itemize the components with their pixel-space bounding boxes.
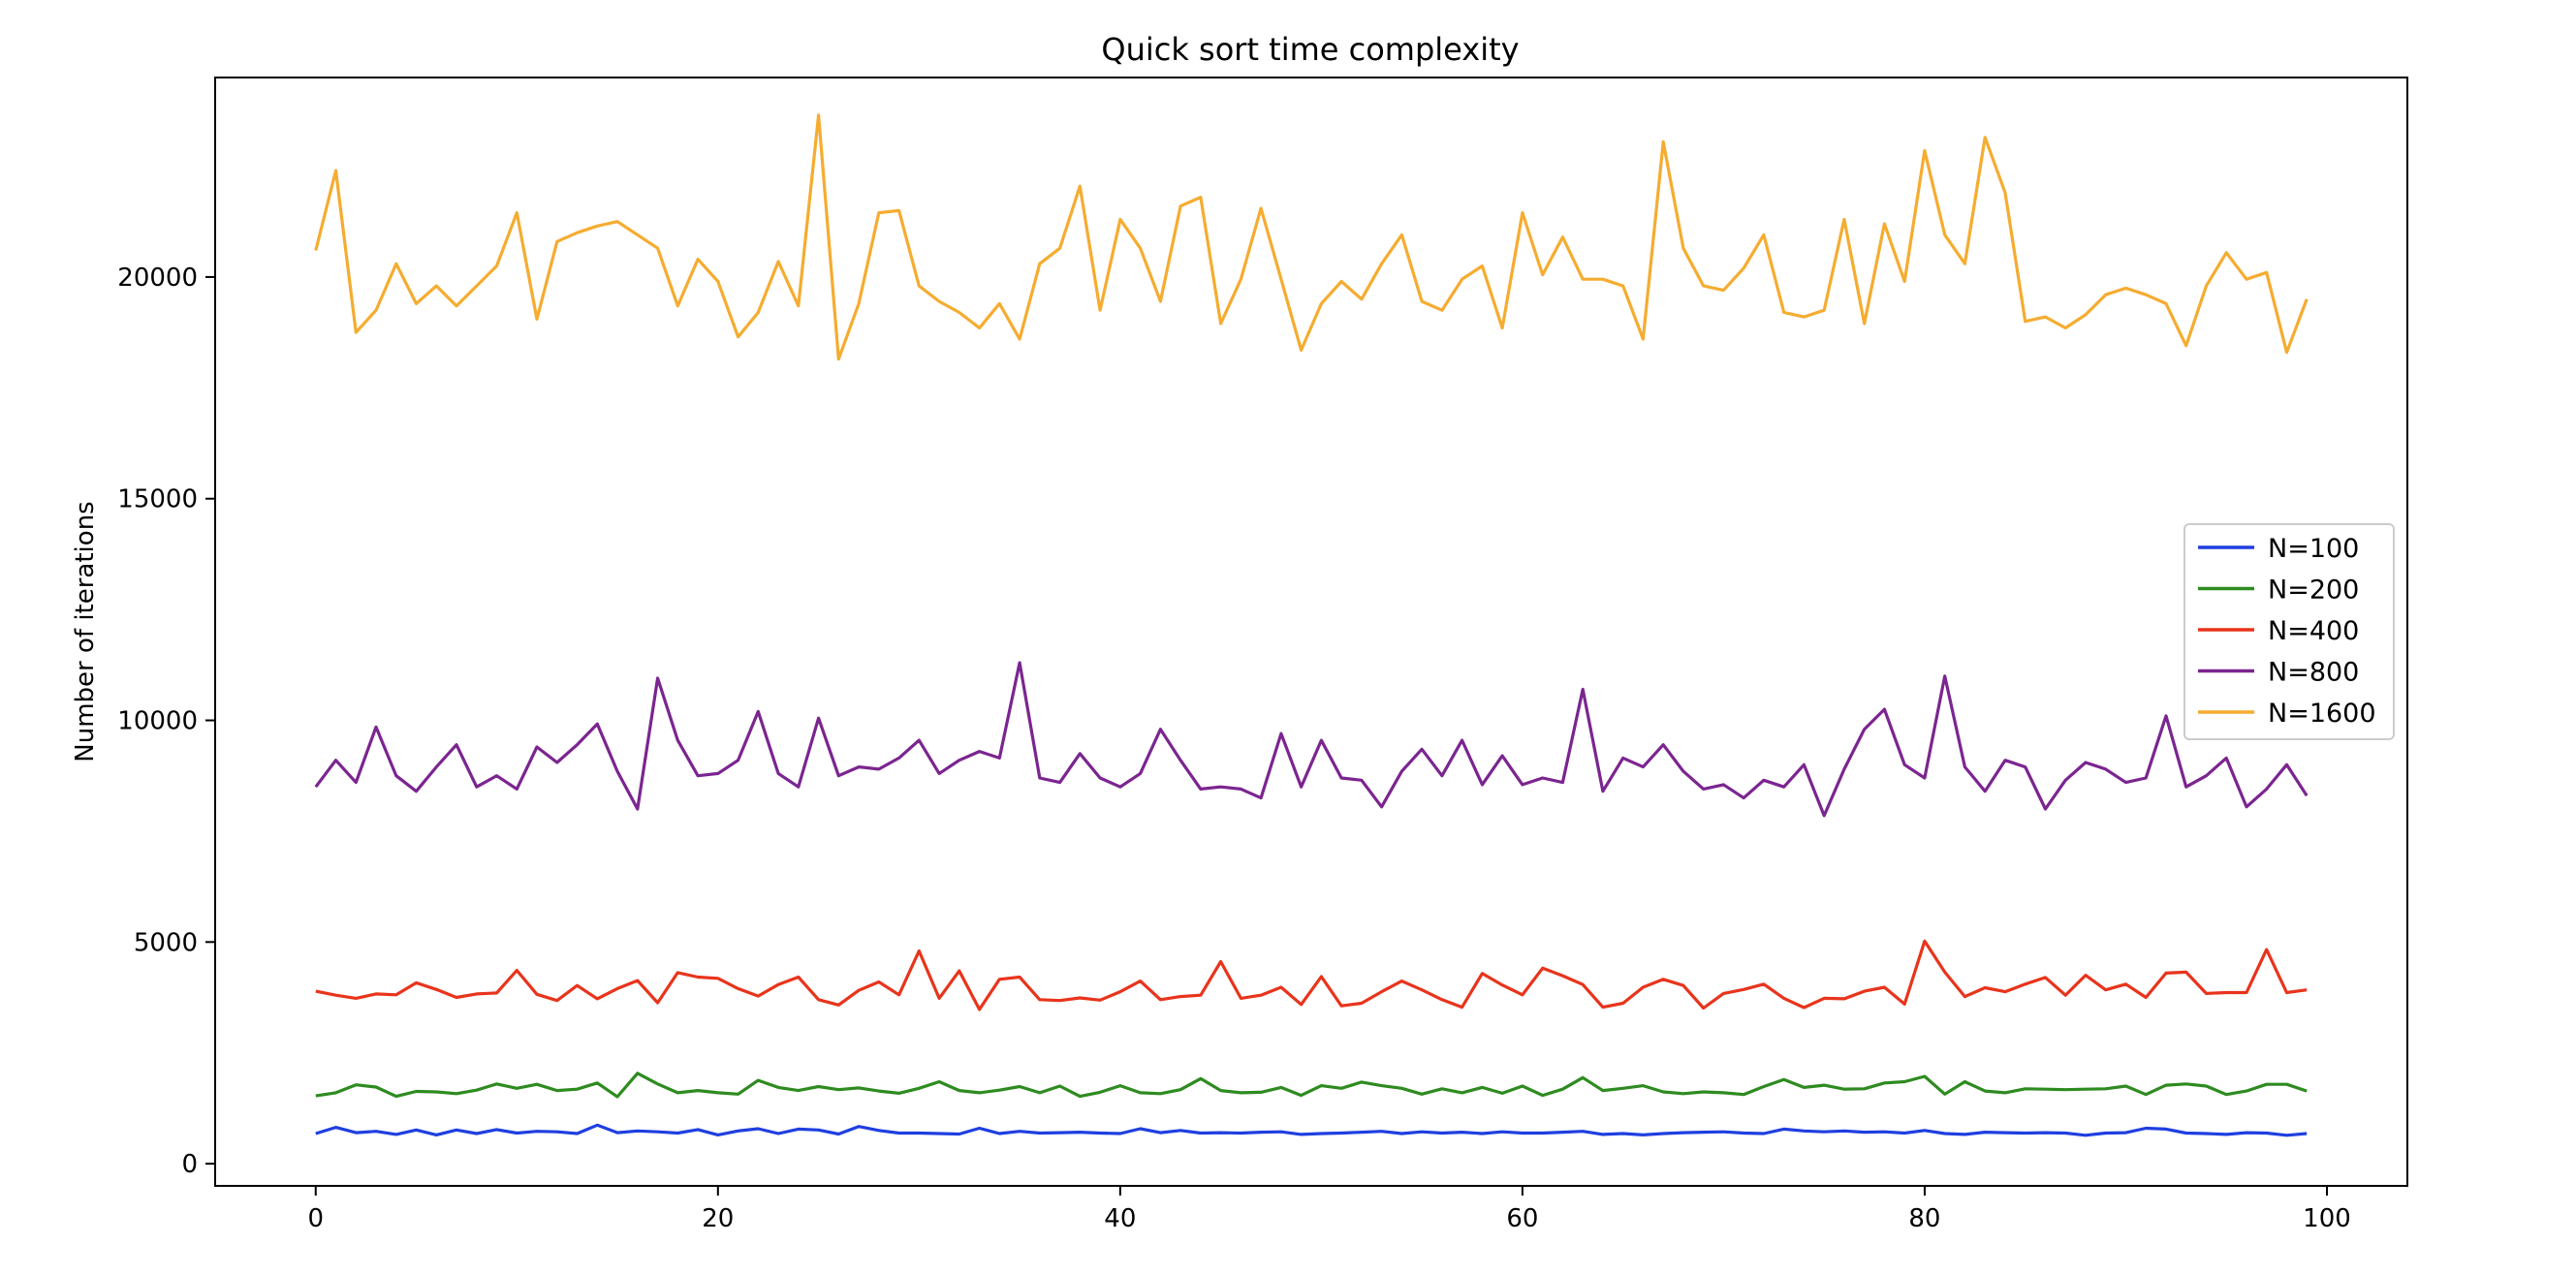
plot-lines: [314, 113, 2309, 1137]
y-tick-label-2: 10000: [117, 707, 198, 736]
x-tick-label-3: 60: [1506, 1204, 1538, 1233]
legend-label-4: N=1600: [2268, 699, 2376, 729]
legend-label-2: N=400: [2268, 616, 2359, 646]
y-tick-label-1: 5000: [134, 928, 198, 957]
legend-label-3: N=800: [2268, 658, 2359, 688]
legend-items: N=100 N=200 N=400 N=800 N=1600: [2198, 534, 2376, 729]
y-tick-label-3: 15000: [117, 485, 198, 514]
chart-title: Quick sort time complexity: [1101, 31, 1519, 68]
plot-frame: [214, 77, 2408, 1187]
y-axis-label: Number of iterations: [71, 501, 100, 762]
series-line-4: [314, 113, 2309, 361]
series-line-3: [314, 661, 2309, 818]
x-tick-label-2: 40: [1104, 1204, 1136, 1233]
x-tick-label-5: 100: [2303, 1204, 2351, 1233]
y-tick-label-0: 0: [181, 1150, 198, 1179]
series-line-2: [315, 939, 2308, 1011]
legend-frame: [2183, 523, 2395, 740]
x-tick-label-1: 20: [702, 1204, 734, 1233]
series-line-0: [315, 1123, 2308, 1137]
legend-label-0: N=100: [2268, 534, 2359, 564]
y-axis: 0 5000 10000 15000 20000: [117, 264, 215, 1179]
x-tick-label-4: 80: [1908, 1204, 1940, 1233]
x-axis: 0 20 40 60 80 100: [307, 1186, 2351, 1233]
y-tick-label-4: 20000: [117, 264, 198, 293]
legend: N=100 N=200 N=400 N=800 N=1600: [2183, 523, 2395, 740]
legend-label-1: N=200: [2268, 575, 2359, 606]
x-tick-label-0: 0: [307, 1204, 324, 1233]
series-line-1: [315, 1072, 2308, 1099]
